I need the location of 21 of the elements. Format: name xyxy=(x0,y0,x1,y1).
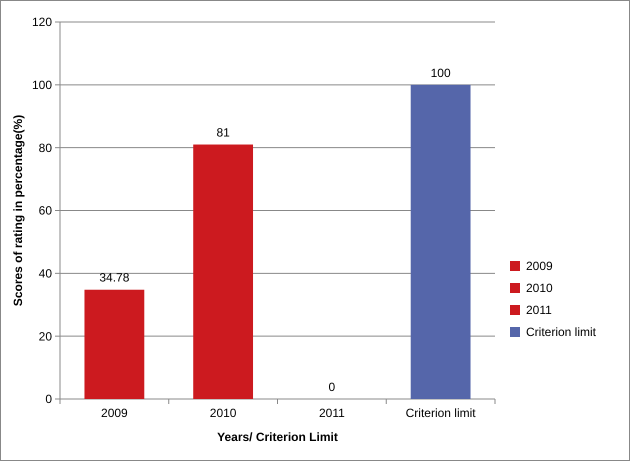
legend-label: Criterion limit xyxy=(526,325,597,340)
y-axis-title: Scores of rating in percentage(%) xyxy=(11,114,25,306)
legend-label: 2011 xyxy=(526,303,552,318)
data-label: 81 xyxy=(216,126,230,140)
y-tick-label: 80 xyxy=(38,140,52,155)
data-label: 34.78 xyxy=(99,270,130,285)
y-tick-label: 0 xyxy=(45,392,52,406)
x-axis-title: Years/ Criterion Limit xyxy=(217,430,338,444)
y-tick-label: 20 xyxy=(38,329,52,344)
y-tick-label: 40 xyxy=(38,266,52,281)
x-tick-label: 2009 xyxy=(101,406,128,420)
x-tick-label: 2010 xyxy=(210,406,237,420)
data-label: 100 xyxy=(430,66,451,80)
y-tick-label: 120 xyxy=(32,15,52,30)
legend-label: 2009 xyxy=(526,259,554,274)
data-label: 0 xyxy=(328,380,336,394)
y-tick-label: 60 xyxy=(38,204,52,218)
x-tick-label: 2011 xyxy=(318,406,346,420)
legend-label: 2010 xyxy=(526,281,554,296)
y-tick-label: 100 xyxy=(32,78,52,92)
x-tick-label: Criterion limit xyxy=(406,406,476,420)
